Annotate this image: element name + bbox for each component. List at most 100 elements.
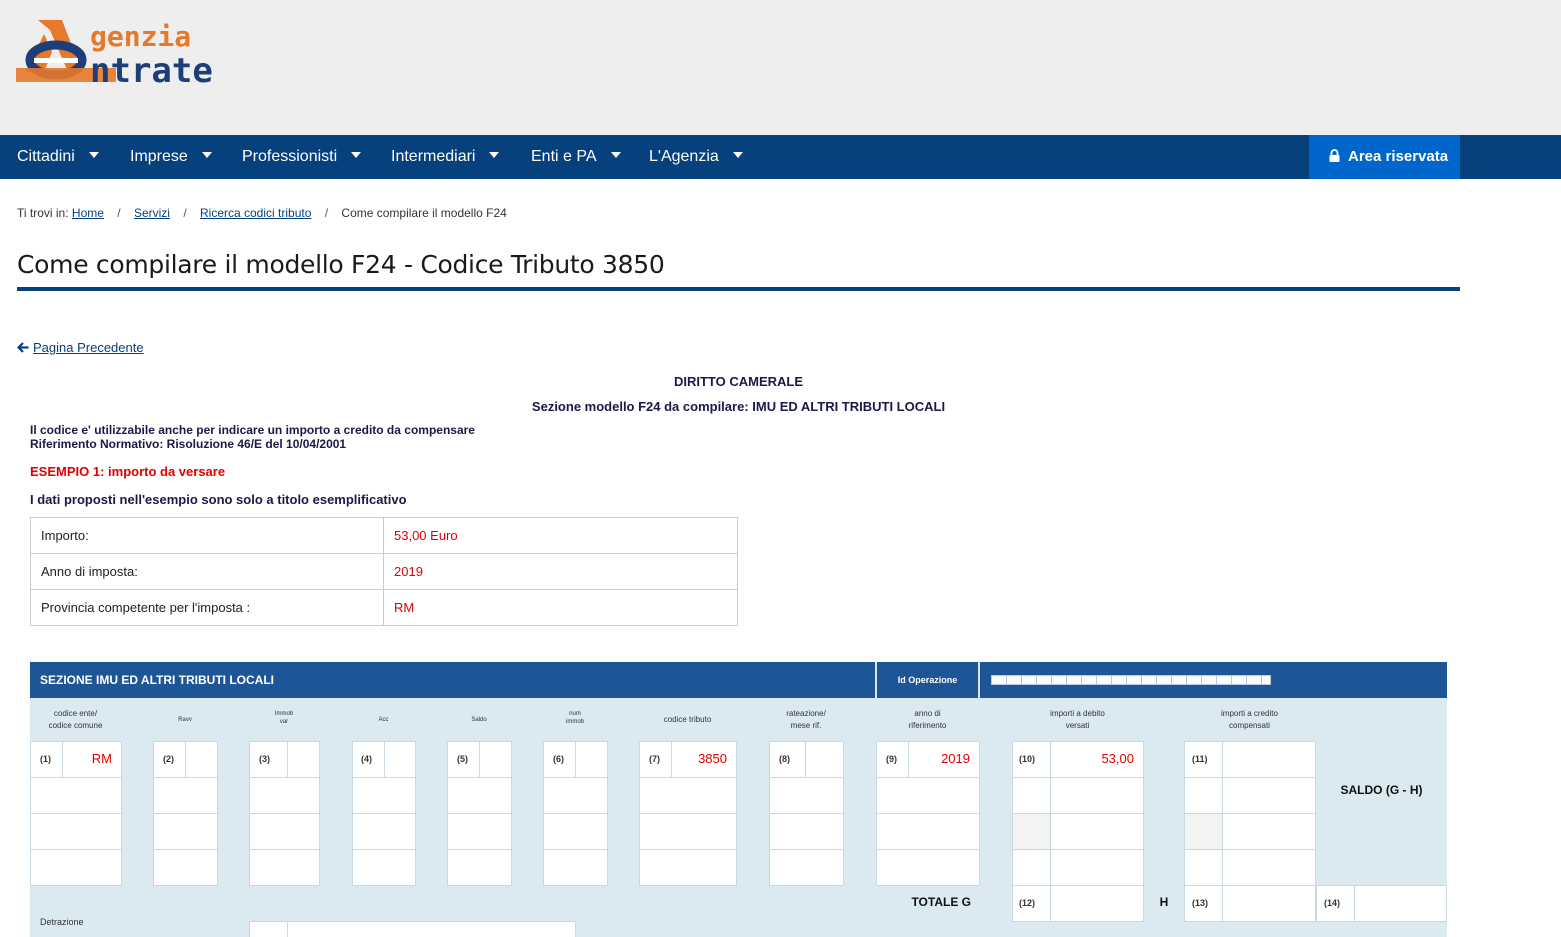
- field-label: (10): [1019, 754, 1036, 764]
- input-debito-4[interactable]: [1050, 849, 1144, 886]
- input-saldo[interactable]: [1354, 885, 1447, 922]
- input-num-immob-1[interactable]: [575, 741, 608, 778]
- input-rateazione-4[interactable]: [769, 849, 844, 886]
- checkbox-saldo-3[interactable]: [447, 813, 512, 850]
- input-anno-4[interactable]: [876, 849, 980, 886]
- chevron-down-icon: [489, 151, 500, 158]
- nav-imprese[interactable]: Imprese: [130, 135, 212, 179]
- page-title: Come compilare il modello F24 - Codice T…: [17, 250, 665, 279]
- nav-label: Intermediari: [391, 148, 476, 165]
- checkbox-saldo-4[interactable]: [447, 849, 512, 886]
- note-reference: Riferimento Normativo: Risoluzione 46/E …: [30, 437, 347, 451]
- example-disclaimer: I dati proposti nell'esempio sono solo a…: [30, 492, 407, 507]
- note-credit: Il codice e' utilizzabile anche per indi…: [30, 423, 475, 437]
- field-label: (11): [1192, 754, 1208, 764]
- checkbox-saldo-2[interactable]: [447, 777, 512, 814]
- input-totale-h[interactable]: [1222, 885, 1316, 922]
- breadcrumb-home[interactable]: Home: [71, 206, 104, 220]
- area-riservata-button[interactable]: Area riservata: [1309, 135, 1460, 179]
- cell-label: [639, 741, 672, 778]
- field-label: (12): [1019, 898, 1036, 908]
- nav-agenzia[interactable]: L'Agenzia: [649, 135, 743, 179]
- checkbox-ravv-3[interactable]: [153, 813, 218, 850]
- field-label: (14): [1324, 898, 1341, 908]
- header-debito: importi a debito versati: [1050, 709, 1105, 730]
- field-label: (6): [553, 754, 564, 764]
- input-debito-3[interactable]: [1050, 813, 1144, 850]
- checkbox-immvar-4[interactable]: [249, 849, 320, 886]
- input-rateazione-2[interactable]: [769, 777, 844, 814]
- breadcrumb-servizi[interactable]: Servizi: [133, 206, 170, 220]
- checkbox-ravv-4[interactable]: [153, 849, 218, 886]
- checkbox-immvar-3[interactable]: [249, 813, 320, 850]
- checkbox-saldo-1[interactable]: [479, 741, 512, 778]
- checkbox-acc-3[interactable]: [352, 813, 416, 850]
- field-label: (4): [361, 754, 372, 764]
- input-credito-1[interactable]: [1222, 741, 1316, 778]
- breadcrumb-current: Come compilare il modello F24: [341, 206, 507, 220]
- checkbox-acc-2[interactable]: [352, 777, 416, 814]
- input-anno-2[interactable]: [876, 777, 980, 814]
- back-link[interactable]: Pagina Precedente: [16, 340, 144, 355]
- value-tributo: 3850: [698, 751, 727, 766]
- input-detrazione[interactable]: [287, 921, 576, 937]
- cell-label: [1012, 741, 1051, 778]
- input-credito-3[interactable]: [1222, 813, 1316, 850]
- checkbox-ravv-2[interactable]: [153, 777, 218, 814]
- nav-intermediari[interactable]: Intermediari: [391, 135, 500, 179]
- input-debito-2[interactable]: [1050, 777, 1144, 814]
- lock-icon: [1329, 148, 1340, 162]
- header-tributo: codice tributo: [663, 715, 712, 724]
- input-tributo-3[interactable]: [639, 813, 737, 850]
- input-num-immob-2[interactable]: [543, 777, 608, 814]
- nav-cittadini[interactable]: Cittadini: [17, 135, 99, 179]
- input-ente-2[interactable]: [30, 777, 122, 814]
- input-anno-3[interactable]: [876, 813, 980, 850]
- checkbox-immvar-1[interactable]: [287, 741, 320, 778]
- f24-imu-section: SEZIONE IMU ED ALTRI TRIBUTI LOCALI Id O…: [30, 662, 1447, 937]
- chevron-down-icon: [610, 151, 621, 158]
- agenzia-entrate-logo[interactable]: genzia ntrate: [16, 10, 266, 90]
- nav-enti-pa[interactable]: Enti e PA: [531, 135, 621, 179]
- input-num-immob-3[interactable]: [543, 813, 608, 850]
- input-rateazione-3[interactable]: [769, 813, 844, 850]
- id-operazione-field[interactable]: [991, 675, 1271, 685]
- title-divider: [17, 287, 1460, 291]
- header-num-immob: num immob: [565, 711, 584, 725]
- input-totale-g[interactable]: [1050, 885, 1144, 922]
- logo-text-1: genzia: [90, 20, 191, 53]
- field-label: (1): [40, 754, 51, 764]
- checkbox-acc-1[interactable]: [384, 741, 416, 778]
- header-anno: anno di riferimento: [908, 709, 947, 730]
- breadcrumb-ricerca[interactable]: Ricerca codici tributo: [200, 206, 312, 220]
- nav-professionisti[interactable]: Professionisti: [242, 135, 362, 179]
- input-credito-4[interactable]: [1222, 849, 1316, 886]
- chevron-down-icon: [201, 151, 212, 158]
- info-value: 53,00 Euro: [383, 517, 738, 554]
- table-row: Provincia competente per l'imposta : RM: [30, 589, 738, 626]
- field-label: (8): [779, 754, 790, 764]
- field-label: (9): [886, 754, 897, 764]
- input-tributo-2[interactable]: [639, 777, 737, 814]
- input-credito-2[interactable]: [1222, 777, 1316, 814]
- input-tributo-4[interactable]: [639, 849, 737, 886]
- checkbox-ravv-1[interactable]: [185, 741, 218, 778]
- area-riservata-label: Area riservata: [1348, 148, 1449, 165]
- cell-label: [30, 741, 63, 778]
- breadcrumb: Ti trovi in: Home / Servizi / Ricerca co…: [17, 206, 507, 220]
- cell-label: [1316, 885, 1355, 922]
- checkbox-immvar-2[interactable]: [249, 777, 320, 814]
- info-key: Importo:: [30, 517, 384, 554]
- input-ente-3[interactable]: [30, 813, 122, 850]
- input-rateazione-1[interactable]: [805, 741, 844, 778]
- checkbox-acc-4[interactable]: [352, 849, 416, 886]
- header-immvar: Immob var: [274, 711, 294, 725]
- input-num-immob-4[interactable]: [543, 849, 608, 886]
- table-row: Anno di imposta: 2019: [30, 553, 738, 590]
- chevron-down-icon: [88, 151, 99, 158]
- section-heading: Sezione modello F24 da compilare: IMU ED…: [531, 399, 946, 414]
- breadcrumb-prefix: Ti trovi in:: [17, 206, 69, 220]
- cell-label: [249, 921, 288, 937]
- chevron-down-icon: [732, 151, 743, 158]
- input-ente-4[interactable]: [30, 849, 122, 886]
